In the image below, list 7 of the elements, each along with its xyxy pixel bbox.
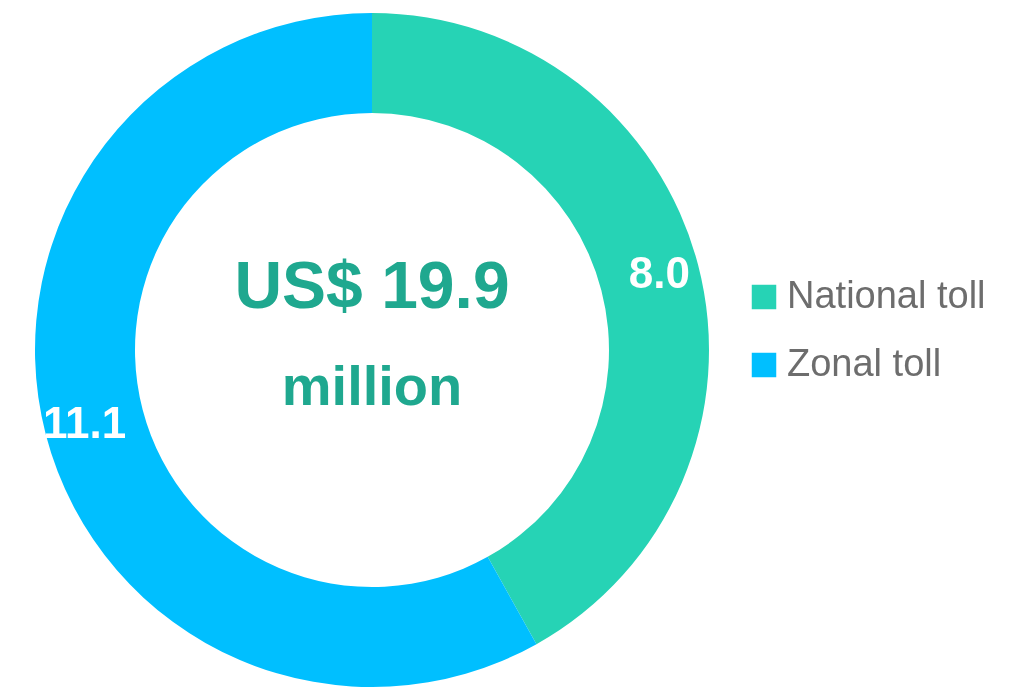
text: US$ 19.9: [234, 248, 510, 322]
text: million: [281, 354, 463, 417]
donut-slice: [35, 13, 537, 687]
data-label: 11.1: [42, 397, 127, 447]
legend-label: Zonal toll: [787, 342, 942, 384]
legend-label: National toll: [787, 274, 986, 316]
data-label: 8.0: [628, 248, 690, 298]
